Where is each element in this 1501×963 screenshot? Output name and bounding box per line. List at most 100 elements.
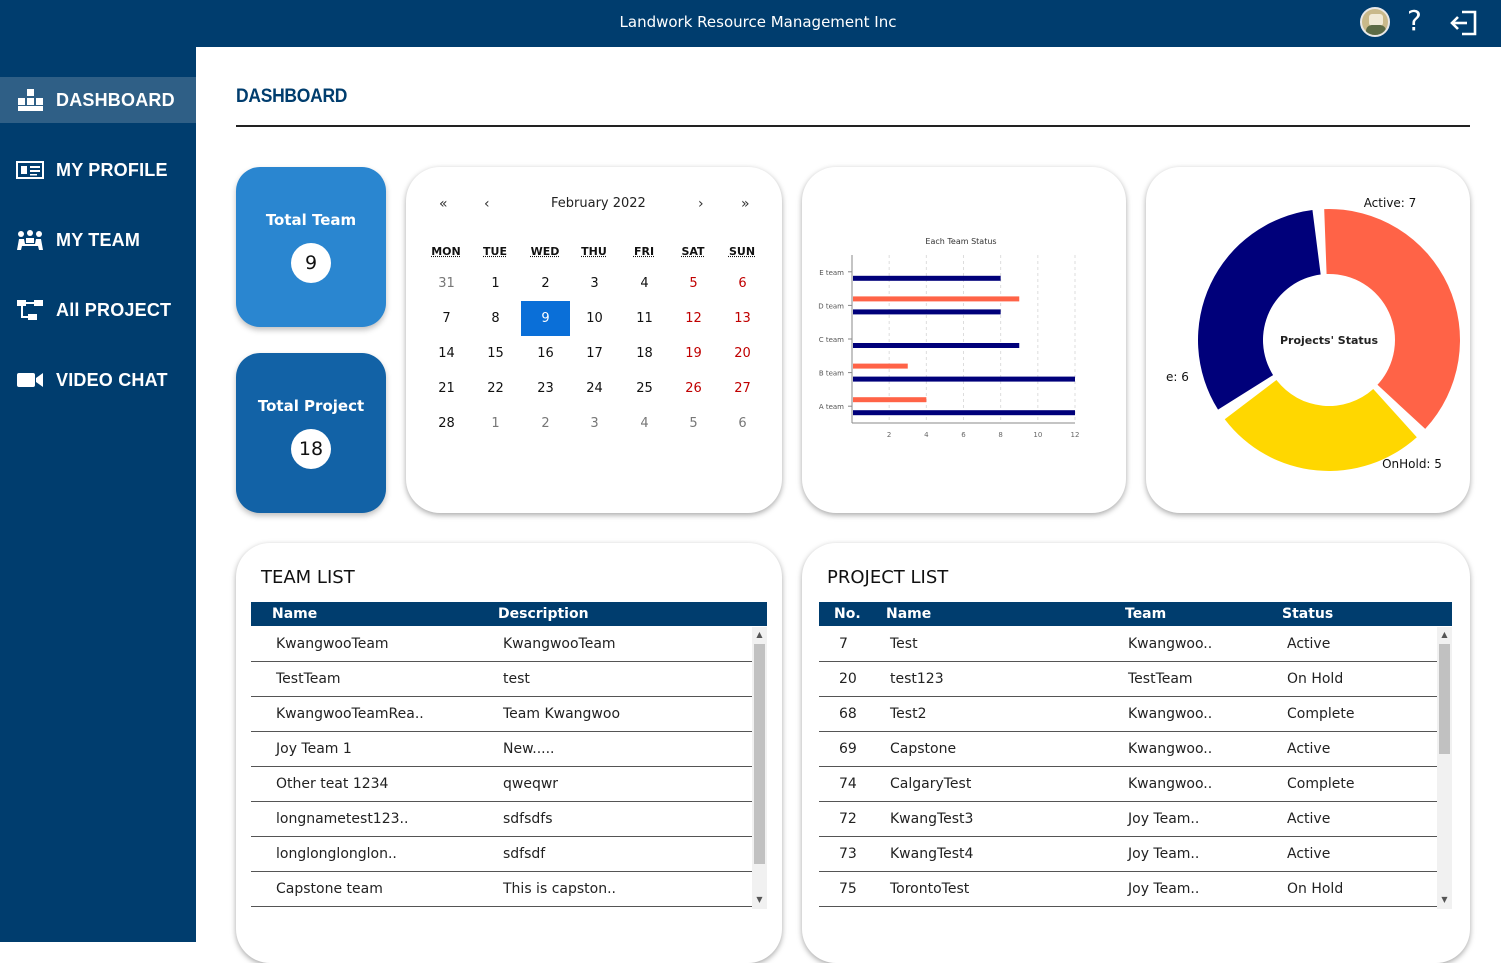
table-row[interactable]: KwangwooTeam KwangwooTeam xyxy=(251,627,752,662)
sidebar-item-label: All PROJECT xyxy=(56,300,172,320)
calendar-day[interactable]: 1 xyxy=(491,276,500,291)
sidebar-item-my-profile[interactable]: MY PROFILE xyxy=(0,147,196,193)
calendar-day[interactable]: 28 xyxy=(438,416,455,431)
project-status-cell: Complete xyxy=(1287,706,1355,722)
team-list-scrollbar[interactable]: ▲ ▼ xyxy=(752,627,767,909)
table-row[interactable]: TestTeam test xyxy=(251,662,752,697)
total-team-card[interactable]: Total Team 9 xyxy=(236,167,386,327)
calendar-day[interactable]: 9 xyxy=(521,301,570,336)
bar[interactable] xyxy=(853,397,927,403)
calendar-day[interactable]: 11 xyxy=(636,311,653,326)
logout-icon[interactable] xyxy=(1450,10,1478,36)
calendar-next-button[interactable]: › xyxy=(698,196,704,212)
calendar-day[interactable]: 25 xyxy=(636,381,653,396)
table-row[interactable]: 69 Capstone Kwangwoo.. Active xyxy=(819,732,1437,767)
calendar-day[interactable]: 1 xyxy=(491,416,500,431)
calendar-panel xyxy=(406,167,782,513)
calendar-month-label[interactable]: February 2022 xyxy=(551,196,646,211)
sidebar-item-video-chat[interactable]: VIDEO CHAT xyxy=(0,357,196,403)
calendar-prev-button[interactable]: ‹ xyxy=(484,196,490,212)
column-header-name[interactable]: Name xyxy=(886,606,932,622)
calendar-day[interactable]: 2 xyxy=(541,276,550,291)
calendar-day[interactable]: 4 xyxy=(640,416,649,431)
calendar-day[interactable]: 20 xyxy=(734,346,751,361)
table-row[interactable]: 73 KwangTest4 Joy Team.. Active xyxy=(819,837,1437,872)
sidebar-item-my-team[interactable]: MY TEAM xyxy=(0,217,196,263)
table-row[interactable]: 74 CalgaryTest Kwangwoo.. Complete xyxy=(819,767,1437,802)
calendar-day[interactable]: 15 xyxy=(487,346,504,361)
calendar-day[interactable]: 27 xyxy=(734,381,751,396)
bar[interactable] xyxy=(853,309,1001,315)
bar[interactable] xyxy=(853,296,1020,302)
calendar-day[interactable]: 6 xyxy=(738,276,747,291)
calendar-day[interactable]: 10 xyxy=(586,311,603,326)
column-header-status[interactable]: Status xyxy=(1282,606,1334,622)
project-status-donut-chart: Projects' Status Active: 7 OnHold: 5 e: 6 xyxy=(1166,196,1460,472)
pie-slice[interactable] xyxy=(1224,379,1417,472)
calendar-day[interactable]: 14 xyxy=(438,346,455,361)
table-row[interactable]: KwangwooTeamRea.. Team Kwangwoo xyxy=(251,697,752,732)
calendar-dow-label: WED xyxy=(530,245,560,258)
calendar-day[interactable]: 19 xyxy=(685,346,702,361)
table-row[interactable]: 75 TorontoTest Joy Team.. On Hold xyxy=(819,872,1437,907)
table-row[interactable]: 68 Test2 Kwangwoo.. Complete xyxy=(819,697,1437,732)
calendar-day[interactable]: 8 xyxy=(491,311,500,326)
calendar-day[interactable]: 17 xyxy=(586,346,603,361)
team-name-cell: Other teat 1234 xyxy=(276,776,389,792)
calendar-day[interactable]: 31 xyxy=(438,276,455,291)
sidebar-item-dashboard[interactable]: DASHBOARD xyxy=(0,77,196,123)
calendar-day[interactable]: 23 xyxy=(537,381,554,396)
project-list-scroll-thumb[interactable] xyxy=(1439,644,1450,754)
table-row[interactable]: 7 Test Kwangwoo.. Active xyxy=(819,627,1437,662)
column-header-description[interactable]: Description xyxy=(498,606,589,622)
calendar-day[interactable]: 5 xyxy=(689,276,698,291)
table-row[interactable]: 72 KwangTest3 Joy Team.. Active xyxy=(819,802,1437,837)
calendar-day[interactable]: 21 xyxy=(438,381,455,396)
project-status-cell: Active xyxy=(1287,846,1331,862)
calendar-day[interactable]: 12 xyxy=(685,311,702,326)
table-row[interactable]: longlonglonglon.. sdfsdf xyxy=(251,837,752,872)
table-row[interactable]: Other teat 1234 qweqwr xyxy=(251,767,752,802)
project-no-cell: 73 xyxy=(839,846,857,862)
calendar-day[interactable]: 18 xyxy=(636,346,653,361)
project-list-scrollbar[interactable]: ▲ ▼ xyxy=(1437,627,1452,909)
column-header-name[interactable]: Name xyxy=(272,606,318,622)
column-header-team[interactable]: Team xyxy=(1125,606,1167,622)
calendar-day[interactable]: 5 xyxy=(689,416,698,431)
team-list-scroll-thumb[interactable] xyxy=(754,644,765,864)
calendar-day[interactable]: 3 xyxy=(590,276,599,291)
user-avatar[interactable] xyxy=(1360,7,1390,37)
calendar-day[interactable]: 26 xyxy=(685,381,702,396)
table-row[interactable]: Joy Team 1 New..... xyxy=(251,732,752,767)
table-row[interactable]: longnametest123.. sdfsdfs xyxy=(251,802,752,837)
calendar-day[interactable]: 4 xyxy=(640,276,649,291)
bar[interactable] xyxy=(853,376,1075,382)
bar[interactable] xyxy=(853,275,1001,281)
calendar-day[interactable]: 24 xyxy=(586,381,603,396)
x-tick-label: 8 xyxy=(998,431,1002,439)
bar[interactable] xyxy=(853,343,1020,348)
total-project-card[interactable]: Total Project 18 xyxy=(236,353,386,513)
pie-slice[interactable] xyxy=(1324,209,1460,429)
calendar-day[interactable]: 6 xyxy=(738,416,747,431)
help-icon[interactable]: ? xyxy=(1407,4,1422,37)
project-team-cell: TestTeam xyxy=(1128,671,1193,687)
calendar-first-button[interactable]: « xyxy=(439,196,448,212)
bar[interactable] xyxy=(853,410,1075,416)
project-name-cell: Capstone xyxy=(890,741,957,757)
calendar-day[interactable]: 16 xyxy=(537,346,554,361)
calendar-last-button[interactable]: » xyxy=(741,196,750,212)
calendar-day[interactable]: 7 xyxy=(442,311,451,326)
table-row[interactable]: 20 test123 TestTeam On Hold xyxy=(819,662,1437,697)
sidebar-item-all-project[interactable]: All PROJECT xyxy=(0,287,196,333)
calendar-day[interactable]: 22 xyxy=(487,381,504,396)
x-tick-label: 6 xyxy=(961,431,966,439)
table-row[interactable]: Capstone team This is capston.. xyxy=(251,872,752,907)
calendar-day[interactable]: 3 xyxy=(590,416,599,431)
total-team-value: 9 xyxy=(291,243,331,283)
pie-slice[interactable] xyxy=(1198,210,1321,410)
calendar-day[interactable]: 2 xyxy=(541,416,550,431)
column-header-no[interactable]: No. xyxy=(834,606,861,622)
bar[interactable] xyxy=(853,363,908,369)
calendar-day[interactable]: 13 xyxy=(734,311,751,326)
